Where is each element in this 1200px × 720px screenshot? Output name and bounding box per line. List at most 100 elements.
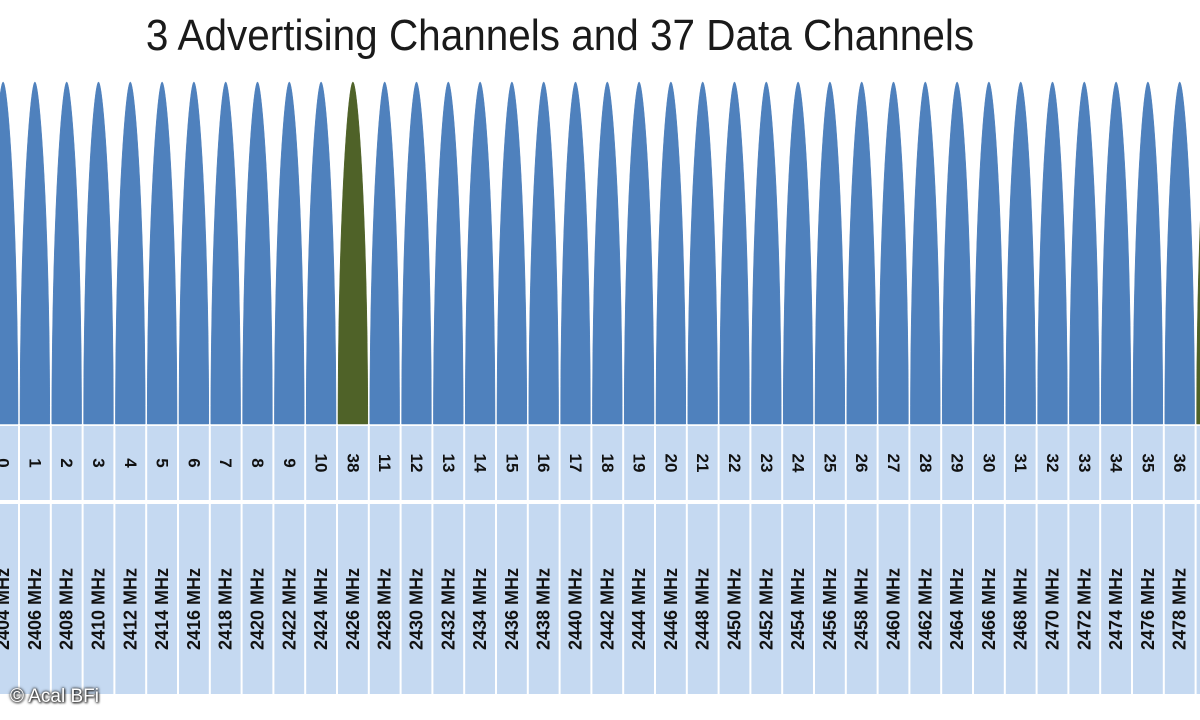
channel-frequency-cell xyxy=(815,504,845,694)
channel-number-label: 11 xyxy=(375,454,394,472)
data-channel-lobe xyxy=(401,81,432,425)
channel-frequency-label: 2458 MHz xyxy=(852,568,872,650)
data-channel-lobe xyxy=(1069,81,1100,425)
channel-frequency-cell xyxy=(878,504,909,694)
data-channel-lobe xyxy=(941,81,973,425)
channel-frequency-cell xyxy=(401,504,432,694)
channel-frequency-cell xyxy=(687,504,718,694)
channel-frequency-cell xyxy=(497,504,527,694)
channel-frequency-label: 2436 MHz xyxy=(502,568,522,650)
data-channel-lobe xyxy=(719,81,750,425)
channel-frequency-cell xyxy=(846,504,877,694)
data-channel-lobe xyxy=(814,81,846,425)
channel-number-cell xyxy=(51,426,82,500)
channel-frequency-cell xyxy=(1133,504,1163,694)
channel-frequency-label: 2416 MHz xyxy=(184,568,204,650)
channel-frequency-label: 2472 MHz xyxy=(1074,568,1094,650)
channel-number-cell xyxy=(433,426,464,500)
channel-number-cell xyxy=(846,426,877,500)
channel-frequency-label: 2408 MHz xyxy=(57,568,77,650)
copyright-watermark: © Acal BFi xyxy=(10,686,99,707)
channel-number-label: 8 xyxy=(248,458,267,467)
channel-number-cell xyxy=(115,426,146,500)
channel-number-cell xyxy=(369,426,400,500)
channel-number-cell xyxy=(878,426,909,500)
channel-frequency-cell xyxy=(592,504,623,694)
channel-number-cell xyxy=(0,426,18,500)
channel-number-cell xyxy=(560,426,591,500)
channel-number-label: 14 xyxy=(471,454,490,473)
channel-frequency-cell xyxy=(910,504,941,694)
channel-frequency-label: 2454 MHz xyxy=(788,568,808,650)
channel-number-label: 26 xyxy=(852,454,871,473)
channel-number-cell xyxy=(1037,426,1068,500)
channel-number-label: 10 xyxy=(312,454,331,473)
channel-number-cell xyxy=(274,426,305,500)
channel-frequency-label: 2410 MHz xyxy=(89,568,109,650)
channel-number-cell xyxy=(338,426,368,500)
data-channel-lobe xyxy=(369,81,400,425)
data-channel-lobe xyxy=(1037,81,1068,425)
channel-frequency-cell xyxy=(210,504,241,694)
data-channel-lobe xyxy=(687,81,718,425)
channel-number-cell xyxy=(910,426,941,500)
channel-number-cell xyxy=(1164,426,1195,500)
channel-number-cell xyxy=(942,426,972,500)
data-channel-lobe xyxy=(1100,81,1132,425)
channel-number-label: 2 xyxy=(57,458,76,467)
channel-frequency-cell xyxy=(51,504,82,694)
data-channel-lobe xyxy=(115,81,146,425)
channel-number-label: 21 xyxy=(693,454,712,473)
channel-frequency-cell xyxy=(656,504,686,694)
channel-frequency-cell xyxy=(433,504,464,694)
data-channel-lobe xyxy=(910,81,941,425)
channel-frequency-label: 2462 MHz xyxy=(915,568,935,650)
channel-number-label: 35 xyxy=(1138,454,1157,473)
channel-frequency-cell xyxy=(974,504,1004,694)
channel-frequency-cell xyxy=(115,504,146,694)
data-channel-lobe xyxy=(51,81,82,425)
data-channel-lobe xyxy=(83,81,114,425)
channel-number-label: 6 xyxy=(184,458,203,467)
channel-number-label: 19 xyxy=(630,454,649,473)
channel-frequency-cell xyxy=(719,504,750,694)
channel-frequency-label: 2460 MHz xyxy=(884,568,904,650)
channel-number-label: 9 xyxy=(280,458,299,467)
channel-number-label: 23 xyxy=(757,454,776,473)
channel-number-cell xyxy=(401,426,432,500)
channel-frequency-label: 2414 MHz xyxy=(152,568,172,650)
channel-frequency-label: 2426 MHz xyxy=(343,568,363,650)
channel-number-cell xyxy=(1133,426,1163,500)
channel-frequency-label: 2444 MHz xyxy=(629,568,649,650)
data-channel-lobe xyxy=(560,81,591,425)
channel-number-label: 27 xyxy=(884,454,903,473)
channel-number-cell xyxy=(20,426,50,500)
channel-frequency-cell xyxy=(179,504,209,694)
channel-number-label: 33 xyxy=(1075,454,1094,473)
channel-number-cell xyxy=(497,426,527,500)
data-channel-lobe xyxy=(210,81,241,425)
channel-number-cell xyxy=(83,426,114,500)
channel-frequency-cell xyxy=(465,504,495,694)
channel-frequency-cell xyxy=(338,504,368,694)
channel-frequency-label: 2418 MHz xyxy=(216,568,236,650)
channel-number-label: 20 xyxy=(661,454,680,473)
channel-number-label: 24 xyxy=(789,454,808,473)
channel-frequency-label: 2422 MHz xyxy=(279,568,299,650)
channel-frequency-cell xyxy=(83,504,114,694)
channel-number-cell xyxy=(974,426,1004,500)
channel-number-cell xyxy=(465,426,495,500)
channel-frequency-cell xyxy=(783,504,813,694)
channel-frequency-cell xyxy=(751,504,782,694)
channel-frequency-cell xyxy=(1069,504,1100,694)
data-channel-lobe xyxy=(305,81,337,425)
data-channel-lobe xyxy=(242,81,273,425)
channel-frequency-label: 2428 MHz xyxy=(375,568,395,650)
channel-frequency-label: 2438 MHz xyxy=(534,568,554,650)
channel-frequency-label: 2476 MHz xyxy=(1138,568,1158,650)
data-channel-lobe xyxy=(496,81,528,425)
channel-frequency-label: 2466 MHz xyxy=(979,568,999,650)
channel-number-cell xyxy=(147,426,177,500)
channel-number-label: 13 xyxy=(439,454,458,473)
channel-number-label: 5 xyxy=(153,458,172,467)
